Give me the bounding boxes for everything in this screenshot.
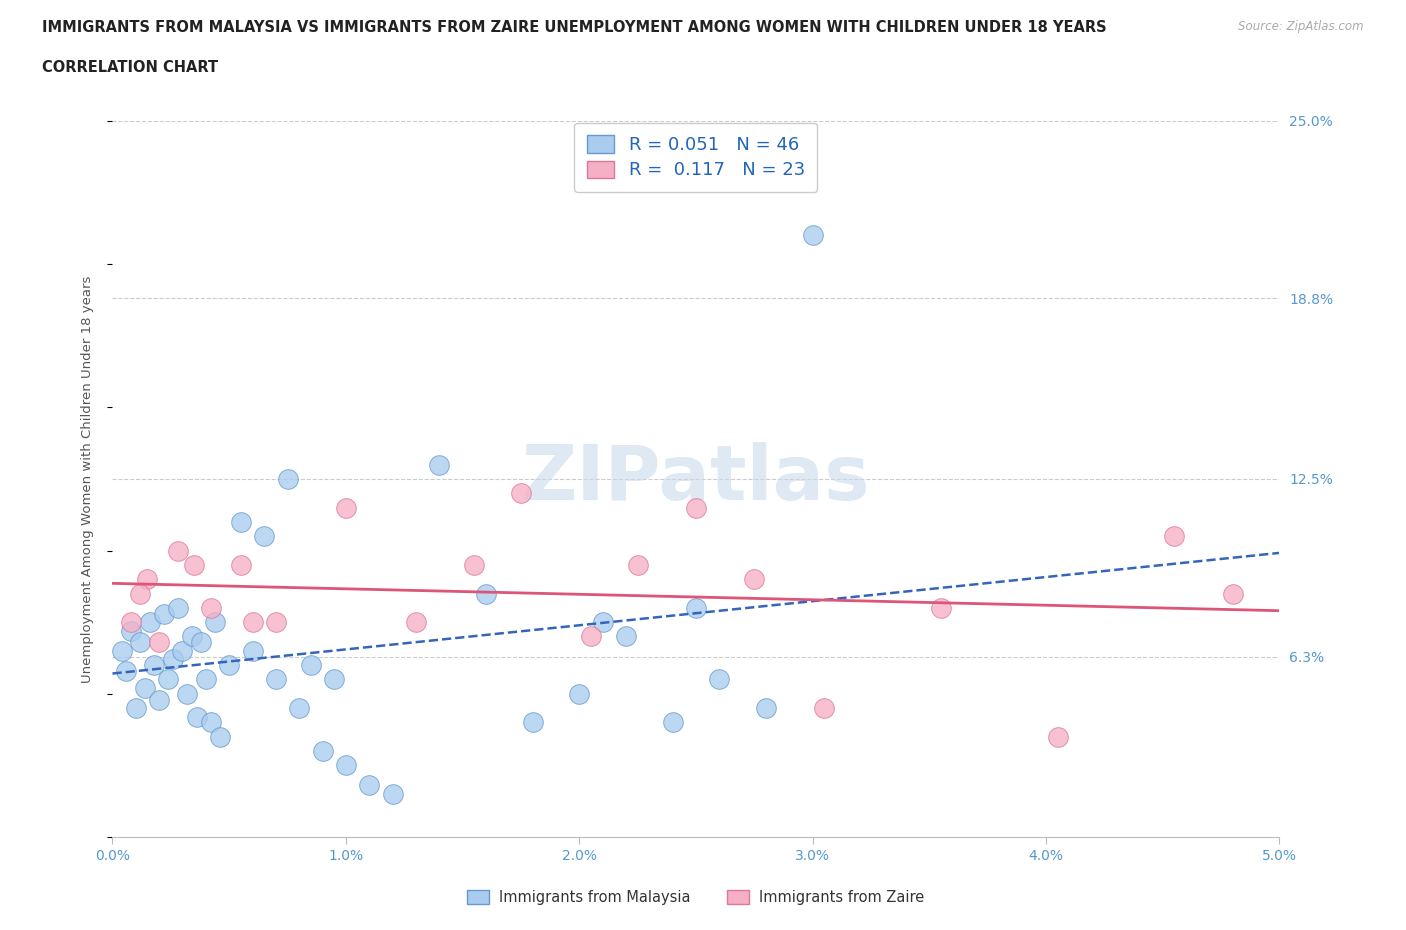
Point (813, 700, 835, 715)
Point (115, 663, 138, 678)
Point (276, 472, 298, 486)
Point (120, 615, 142, 630)
Point (405, 615, 427, 630)
Point (755, 700, 778, 715)
Point (299, 658, 322, 672)
Point (475, 586, 498, 601)
Point (129, 635, 152, 650)
Point (1046, 729, 1069, 744)
Point (311, 744, 333, 759)
Point (242, 615, 264, 630)
Point (143, 658, 166, 672)
Point (709, 672, 731, 687)
Point (626, 557, 648, 572)
Point (685, 500, 707, 515)
Point (522, 715, 544, 730)
Point (264, 615, 287, 630)
Point (685, 601, 707, 616)
Text: Source: ZipAtlas.com: Source: ZipAtlas.com (1239, 20, 1364, 33)
Point (139, 615, 162, 630)
Point (335, 758, 357, 773)
Text: CORRELATION CHART: CORRELATION CHART (42, 60, 218, 75)
Point (288, 700, 311, 715)
Point (148, 692, 170, 707)
Point (463, 557, 485, 572)
Y-axis label: Unemployment Among Women with Children Under 18 years: Unemployment Among Women with Children U… (80, 275, 94, 683)
Point (661, 715, 683, 730)
Point (1163, 529, 1185, 544)
Point (253, 529, 276, 544)
Point (229, 557, 252, 572)
Point (335, 500, 357, 515)
Point (359, 778, 381, 793)
Point (176, 686, 198, 701)
Point (148, 635, 170, 650)
Point (190, 635, 212, 650)
Point (125, 700, 148, 715)
Text: IMMIGRANTS FROM MALAYSIA VS IMMIGRANTS FROM ZAIRE UNEMPLOYMENT AMONG WOMEN WITH : IMMIGRANTS FROM MALAYSIA VS IMMIGRANTS F… (42, 20, 1107, 35)
Point (208, 729, 231, 744)
Point (242, 644, 264, 658)
Point (381, 787, 404, 802)
Point (614, 629, 637, 644)
Point (579, 629, 602, 644)
Point (929, 601, 952, 616)
Point (427, 458, 450, 472)
Point (157, 672, 180, 687)
Text: ZIPatlas: ZIPatlas (522, 442, 870, 516)
Point (200, 601, 222, 616)
Point (592, 615, 614, 630)
Point (153, 606, 176, 621)
Point (200, 715, 222, 730)
Point (204, 615, 226, 630)
Point (166, 601, 188, 616)
Point (183, 557, 205, 572)
Point (162, 652, 184, 667)
Point (166, 543, 188, 558)
Point (129, 586, 152, 601)
Point (218, 658, 240, 672)
Point (568, 686, 591, 701)
Point (1222, 586, 1244, 601)
Point (136, 572, 159, 587)
Point (111, 644, 134, 658)
Point (120, 623, 142, 638)
Legend: Immigrants from Malaysia, Immigrants from Zaire: Immigrants from Malaysia, Immigrants fro… (460, 883, 932, 912)
Point (801, 228, 824, 243)
Point (186, 710, 208, 724)
Point (264, 672, 287, 687)
Point (172, 644, 194, 658)
Point (180, 629, 202, 644)
Point (194, 672, 217, 687)
Point (323, 672, 346, 687)
Point (229, 514, 252, 529)
Point (134, 681, 156, 696)
Point (742, 572, 765, 587)
Point (509, 485, 531, 500)
